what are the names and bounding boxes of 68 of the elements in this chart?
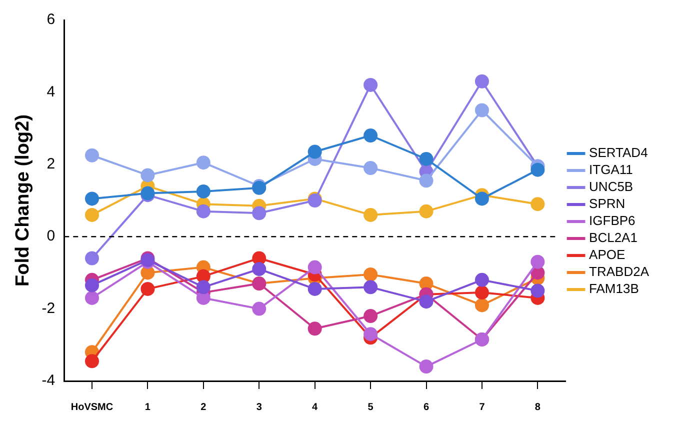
point — [530, 254, 545, 269]
y-axis-title: Fold Change (log2) — [12, 114, 34, 287]
x-tick-label: 2 — [200, 402, 207, 413]
point — [364, 78, 378, 92]
point — [530, 284, 545, 298]
point — [84, 192, 99, 206]
legend-label: BCL2A1 — [589, 230, 638, 246]
point — [474, 286, 489, 300]
x-tick-label: 5 — [368, 402, 374, 413]
point — [364, 208, 378, 222]
point — [196, 156, 210, 170]
point — [419, 204, 434, 218]
y-tick-label: 6 — [46, 11, 56, 28]
point — [84, 290, 99, 305]
x-tick-label: 6 — [423, 402, 430, 413]
point — [140, 282, 155, 296]
legend-label: APOE — [589, 247, 626, 262]
legend-label: IGFBP6 — [589, 213, 636, 228]
point — [308, 282, 322, 296]
point — [308, 144, 322, 159]
x-tick-label: 8 — [534, 402, 541, 413]
point — [419, 294, 434, 309]
y-tick-label: 0 — [46, 228, 56, 245]
point — [419, 152, 434, 166]
x-tick-label: 7 — [479, 402, 486, 413]
point — [252, 206, 266, 220]
legend-label: ITGA11 — [589, 162, 633, 178]
y-tick-label: 4 — [46, 83, 56, 100]
x-tick-label: 4 — [312, 402, 318, 413]
point — [364, 309, 378, 324]
point — [308, 260, 322, 274]
point — [196, 184, 210, 198]
point — [364, 268, 378, 282]
legend-label: SPRN — [589, 196, 626, 212]
point — [252, 302, 266, 316]
point — [474, 103, 489, 118]
point — [84, 208, 99, 222]
x-tick-label: 3 — [256, 402, 262, 413]
point — [364, 161, 378, 176]
point — [196, 280, 210, 294]
point — [308, 322, 322, 336]
legend-label: UNC5B — [589, 179, 634, 194]
legend-label: FAM13B — [589, 281, 639, 296]
point — [474, 298, 489, 312]
point — [252, 262, 266, 276]
point — [474, 192, 489, 206]
point — [419, 360, 434, 374]
legend-label: TRABD2A — [589, 264, 650, 280]
point — [474, 74, 489, 88]
point — [530, 162, 545, 177]
point — [419, 174, 434, 188]
y-tick-label: -2 — [42, 300, 56, 317]
point — [364, 128, 378, 143]
point — [84, 251, 99, 266]
point — [84, 278, 99, 292]
x-tick-label: HoVSMC — [70, 402, 114, 413]
x-tick-label: 1 — [144, 402, 151, 413]
legend-label: SERTAD4 — [589, 145, 648, 160]
point — [474, 272, 489, 287]
point — [84, 148, 99, 162]
point — [364, 327, 378, 342]
y-tick-label: -4 — [42, 372, 56, 390]
point — [196, 204, 210, 218]
y-tick-label: 2 — [46, 156, 56, 173]
point — [140, 168, 155, 182]
point — [364, 280, 378, 294]
point — [530, 197, 545, 212]
point — [84, 354, 99, 368]
